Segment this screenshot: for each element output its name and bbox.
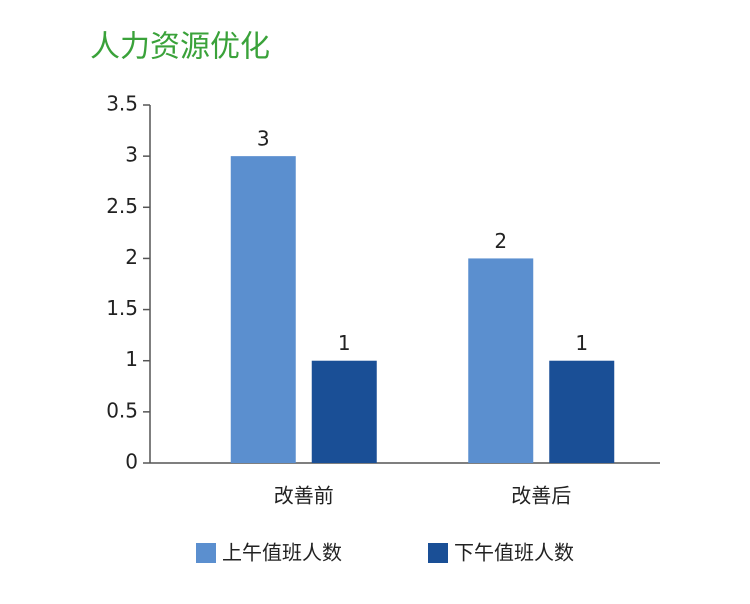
legend-label: 上午值班人数 xyxy=(222,541,342,565)
legend-swatch xyxy=(196,543,216,563)
y-tick-label: 2 xyxy=(125,245,138,269)
legend-label: 下午值班人数 xyxy=(454,541,574,565)
x-tick-label: 改善后 xyxy=(511,484,571,508)
bar xyxy=(230,156,296,463)
bar xyxy=(468,258,534,463)
y-tick-label: 3.5 xyxy=(106,92,138,116)
x-tick-label: 改善前 xyxy=(274,484,334,508)
data-label: 2 xyxy=(494,229,507,253)
y-tick-label: 2.5 xyxy=(106,194,138,218)
y-tick-label: 1 xyxy=(125,347,138,371)
y-tick-label: 3 xyxy=(125,143,138,167)
y-tick-label: 0.5 xyxy=(106,398,138,422)
legend-swatch xyxy=(428,543,448,563)
y-tick-label: 0 xyxy=(125,450,138,474)
data-label: 3 xyxy=(257,127,270,151)
bar xyxy=(311,360,377,463)
y-tick-label: 1.5 xyxy=(106,296,138,320)
data-label: 1 xyxy=(338,331,351,355)
data-label: 1 xyxy=(575,331,588,355)
bar xyxy=(549,360,615,463)
chart-title: 人力资源优化 xyxy=(90,30,270,65)
